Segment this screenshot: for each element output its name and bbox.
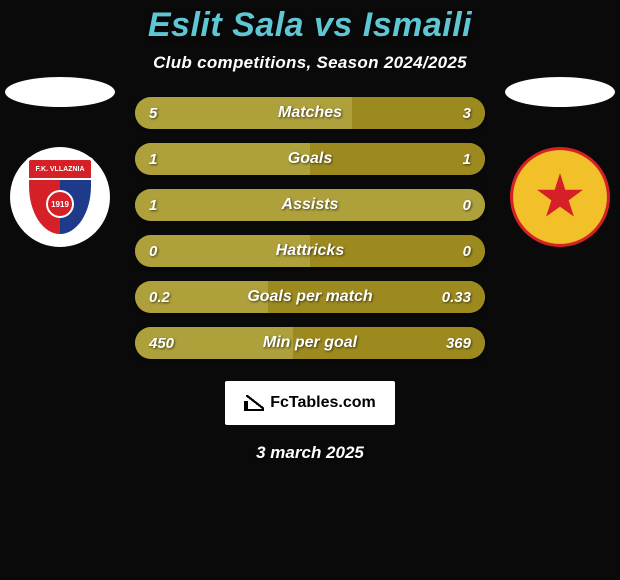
stat-value-right: 0	[415, 197, 485, 214]
page-subtitle: Club competitions, Season 2024/2025	[0, 53, 620, 73]
stat-value-left: 450	[135, 335, 205, 352]
stat-label: Matches	[205, 104, 415, 122]
stat-label: Min per goal	[205, 334, 415, 352]
team-right-crest	[510, 147, 610, 247]
shield-top-text: F.K. VLLAZNIA	[29, 160, 91, 180]
stat-bar: 450Min per goal369	[135, 327, 485, 359]
brand-badge[interactable]: FcTables.com	[225, 381, 395, 425]
team-right-column	[500, 77, 620, 247]
stat-bar: 5Matches3	[135, 97, 485, 129]
stat-value-right: 369	[415, 335, 485, 352]
stat-value-left: 0	[135, 243, 205, 260]
stat-label: Goals	[205, 150, 415, 168]
player-ellipse-left	[5, 77, 115, 107]
stat-value-right: 0.33	[415, 289, 485, 306]
stat-bar: 0.2Goals per match0.33	[135, 281, 485, 313]
stat-label: Assists	[205, 196, 415, 214]
team-left-column: F.K. VLLAZNIA 1919	[0, 77, 120, 247]
comparison-infographic: Eslit Sala vs Ismaili Club competitions,…	[0, 0, 620, 580]
stat-value-right: 0	[415, 243, 485, 260]
stat-label: Hattricks	[205, 242, 415, 260]
player-ellipse-right	[505, 77, 615, 107]
stat-bar: 1Assists0	[135, 189, 485, 221]
date-text: 3 march 2025	[0, 443, 620, 463]
content-area: F.K. VLLAZNIA 1919 5Matches31Goals11Assi…	[0, 97, 620, 463]
shield-year: 1919	[46, 190, 74, 218]
stat-value-right: 3	[415, 105, 485, 122]
stat-label: Goals per match	[205, 288, 415, 306]
stat-value-left: 5	[135, 105, 205, 122]
stat-value-left: 1	[135, 151, 205, 168]
stat-value-right: 1	[415, 151, 485, 168]
star-icon	[536, 173, 584, 221]
stat-bar: 0Hattricks0	[135, 235, 485, 267]
brand-text: FcTables.com	[270, 394, 376, 412]
chart-icon	[244, 395, 264, 411]
team-left-crest: F.K. VLLAZNIA 1919	[10, 147, 110, 247]
stat-value-left: 1	[135, 197, 205, 214]
stat-bar: 1Goals1	[135, 143, 485, 175]
stat-bars: 5Matches31Goals11Assists00Hattricks00.2G…	[135, 97, 485, 359]
stat-value-left: 0.2	[135, 289, 205, 306]
page-title: Eslit Sala vs Ismaili	[0, 6, 620, 45]
shield-icon: F.K. VLLAZNIA 1919	[26, 157, 94, 237]
